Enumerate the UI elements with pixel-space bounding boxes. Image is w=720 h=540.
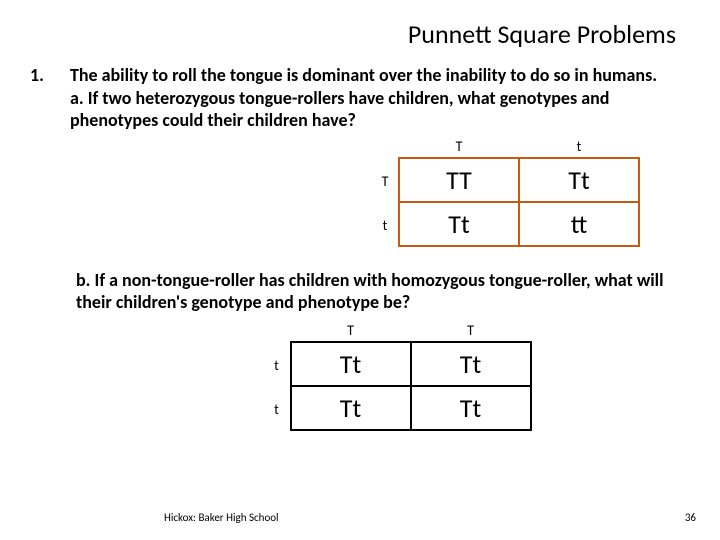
t2-col-header-1: T: [411, 320, 531, 342]
t2-row-header-1: t: [269, 386, 291, 430]
punnett-table-1-wrap: T t T TT Tt t Tt tt: [30, 136, 676, 247]
t1-col-header-0: T: [399, 136, 519, 158]
t1-cell-00: TT: [399, 158, 519, 202]
t2-col-header-0: T: [291, 320, 411, 342]
t1-cell-10: Tt: [399, 202, 519, 246]
part-b-text: b. If a non-tongue-roller has children w…: [76, 269, 676, 314]
t2-cell-11: Tt: [411, 386, 531, 430]
t1-row-header-0: T: [377, 158, 399, 202]
punnett-table-2-wrap: T T t Tt Tt t Tt Tt: [80, 320, 720, 431]
t2-cell-01: Tt: [411, 342, 531, 386]
t1-row-header-1: t: [377, 202, 399, 246]
question-number: 1.: [30, 64, 44, 132]
question-row: 1. The ability to roll the tongue is dom…: [30, 64, 676, 132]
t1-col-header-1: t: [519, 136, 639, 158]
t2-row-header-0: t: [269, 342, 291, 386]
punnett-table-1: T t T TT Tt t Tt tt: [377, 136, 640, 247]
t2-cell-00: Tt: [291, 342, 411, 386]
punnett-table-2: T T t Tt Tt t Tt Tt: [269, 320, 532, 431]
content-area: 1. The ability to roll the tongue is dom…: [0, 50, 720, 247]
t2-cell-10: Tt: [291, 386, 411, 430]
t1-cell-11: tt: [519, 202, 639, 246]
question-body: The ability to roll the tongue is domina…: [70, 64, 676, 132]
t1-cell-01: Tt: [519, 158, 639, 202]
question-intro: The ability to roll the tongue is domina…: [70, 64, 657, 86]
footer-left: Hickox: Baker High School: [164, 511, 279, 524]
part-a-text: a. If two heterozygous tongue-rollers ha…: [70, 87, 609, 132]
page-title: Punnett Square Problems: [0, 0, 720, 50]
footer-right: 36: [685, 511, 696, 524]
